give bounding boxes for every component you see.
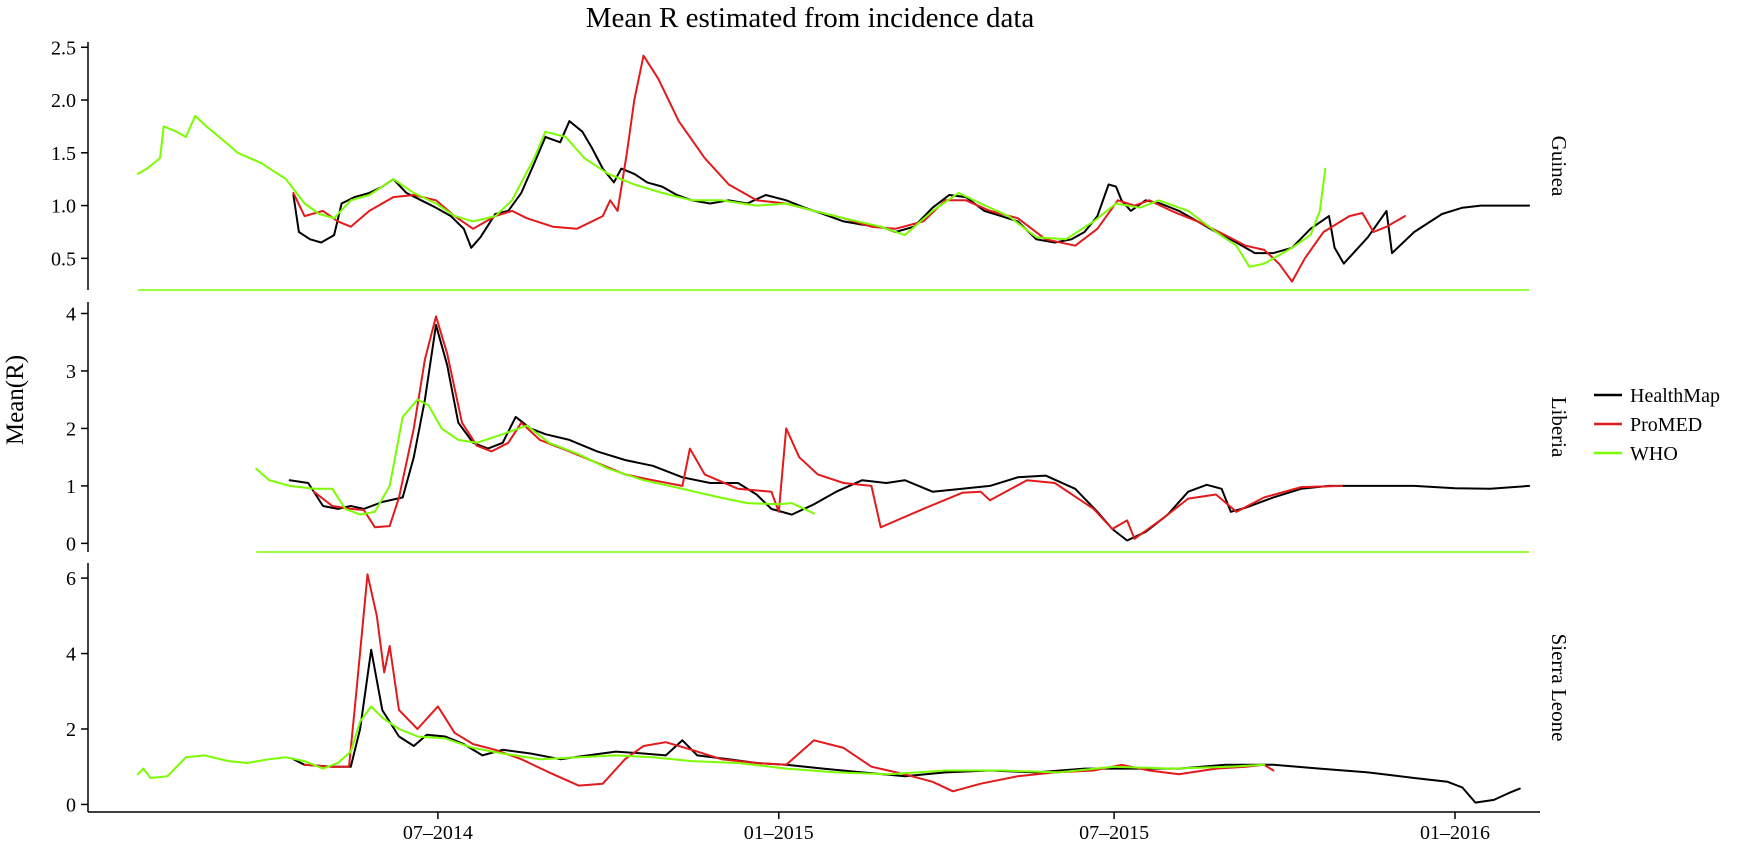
facet-label: Liberia — [1547, 397, 1571, 458]
x-axis: 07–2014 01–2015 07–2015 01–2016 — [88, 811, 1540, 844]
legend-label: ProMED — [1630, 414, 1702, 436]
series-line-healthmap — [292, 120, 1531, 265]
y-tick-label: 1.5 — [51, 143, 76, 165]
y-tick-label: 4 — [66, 644, 76, 666]
legend-item-promed: ProMED — [1594, 414, 1702, 436]
y-tick-label: 0.5 — [51, 248, 76, 270]
legend-item-who: WHO — [1594, 443, 1678, 465]
series-line-healthmap — [292, 648, 1521, 804]
series-line-healthmap — [288, 324, 1531, 542]
series-line-who — [136, 114, 1327, 268]
y-tick-label: 4 — [66, 303, 76, 325]
y-tick-label: 0 — [66, 533, 76, 555]
facet-label: Guinea — [1547, 136, 1571, 197]
panels-layer: 0.5 1.0 1.5 2.0 2.5 Guinea 0 1 2 3 4 Liberia 0 2 4 6 Sie… — [51, 37, 1571, 816]
x-tick-label: 01–2015 — [744, 822, 814, 839]
y-tick-label: 0 — [66, 794, 76, 816]
legend-label: WHO — [1630, 443, 1678, 465]
x-tick-label: 01–2016 — [1420, 822, 1490, 839]
x-tick-label: 07–2014 — [403, 822, 473, 839]
y-tick-label: 2 — [66, 719, 76, 741]
series-line-who — [255, 398, 815, 516]
panel-liberia: 0 1 2 3 4 Liberia — [66, 302, 1571, 555]
y-tick-label: 2.0 — [51, 90, 76, 112]
y-tick-label: 1.0 — [51, 196, 76, 218]
y-tick-label: 2.5 — [51, 37, 76, 59]
facet-label: Sierra Leone — [1547, 634, 1571, 742]
x-tick-label: 07–2015 — [1079, 822, 1149, 839]
panel-guinea: 0.5 1.0 1.5 2.0 2.5 Guinea — [51, 37, 1571, 291]
legend-label: HealthMap — [1630, 385, 1720, 407]
series-line-promed — [303, 573, 1275, 793]
series-line-who — [136, 705, 1266, 779]
chart-title: Mean R estimated from incidence data — [586, 2, 1035, 34]
y-tick-label: 2 — [66, 418, 76, 440]
series-line-promed — [312, 315, 1343, 540]
y-tick-label: 1 — [66, 476, 76, 498]
legend-item-healthmap: HealthMap — [1594, 385, 1720, 407]
y-axis-label: Mean(R) — [2, 355, 29, 445]
y-tick-label: 3 — [66, 361, 76, 383]
y-tick-label: 6 — [66, 568, 76, 590]
panel-sierra-leone: 0 2 4 6 Sierra Leone — [66, 563, 1571, 816]
legend: HealthMap ProMED WHO — [1594, 385, 1720, 465]
